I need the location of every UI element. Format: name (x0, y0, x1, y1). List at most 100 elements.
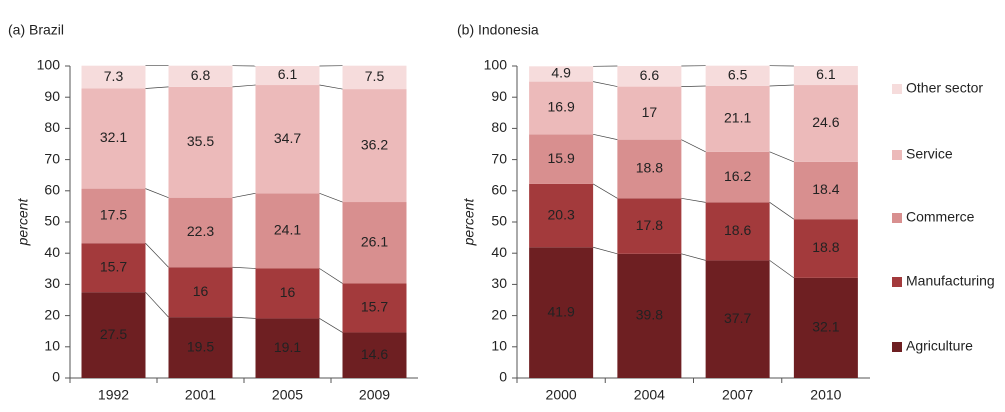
y-tick-label: 60 (491, 182, 507, 198)
legend-label: Commerce (906, 209, 975, 225)
data-label: 6.1 (278, 66, 298, 82)
data-label: 6.5 (728, 67, 748, 83)
data-label: 20.3 (548, 206, 575, 222)
data-label: 18.6 (724, 222, 751, 238)
y-tick-label: 90 (491, 88, 507, 104)
data-label: 7.3 (104, 68, 124, 84)
y-tick-label: 40 (44, 244, 60, 260)
data-label: 24.6 (812, 114, 839, 130)
legend-swatch (892, 150, 902, 160)
y-tick-label: 20 (491, 306, 507, 322)
y-tick-label: 60 (44, 182, 60, 198)
data-label: 15.7 (100, 258, 127, 274)
data-label: 6.8 (191, 67, 211, 83)
data-label: 14.6 (361, 346, 388, 362)
y-tick-label: 50 (44, 213, 60, 229)
data-label: 15.9 (548, 150, 575, 166)
chart-title: (a) Brazil (8, 22, 64, 38)
legend-label: Agriculture (906, 338, 973, 354)
x-tick-label: 2001 (185, 387, 216, 403)
data-label: 41.9 (548, 303, 575, 319)
x-tick-label: 2010 (810, 387, 841, 403)
x-tick-label: 2009 (359, 387, 390, 403)
legend-label: Manufacturing (906, 273, 995, 289)
connector (681, 140, 705, 152)
connector (770, 202, 794, 219)
y-axis-label: percent (15, 198, 31, 247)
y-tick-label: 80 (491, 119, 507, 135)
y-tick-label: 30 (44, 275, 60, 291)
data-label: 21.1 (724, 110, 751, 126)
data-label: 17 (642, 104, 658, 120)
connector (233, 267, 256, 268)
data-label: 32.1 (100, 129, 127, 145)
y-tick-label: 100 (37, 57, 61, 73)
connector (233, 85, 256, 87)
y-tick-label: 100 (484, 57, 508, 73)
y-tick-label: 40 (491, 244, 507, 260)
y-tick-label: 10 (44, 338, 60, 354)
connector (770, 85, 794, 86)
data-label: 18.8 (812, 239, 839, 255)
chart-title: (b) Indonesia (457, 22, 539, 38)
data-label: 22.3 (187, 223, 214, 239)
legend-swatch (892, 84, 902, 94)
data-label: 15.7 (361, 299, 388, 315)
connector (681, 254, 705, 261)
connector (320, 318, 343, 332)
data-label: 34.7 (274, 130, 301, 146)
x-tick-label: 2005 (272, 387, 303, 403)
data-label: 16.9 (548, 99, 575, 115)
data-label: 24.1 (274, 222, 301, 238)
x-tick-label: 1992 (98, 387, 129, 403)
legend-label: Service (906, 146, 953, 162)
data-label: 16 (193, 283, 209, 299)
x-tick-label: 2000 (546, 387, 577, 403)
connector (593, 82, 617, 87)
connector (593, 247, 617, 254)
y-tick-label: 90 (44, 88, 60, 104)
connector (593, 134, 617, 139)
data-label: 18.4 (812, 181, 839, 197)
y-axis-label: percent (461, 198, 477, 247)
data-label: 27.5 (100, 326, 127, 342)
connector (233, 193, 256, 197)
legend-label: Other sector (906, 80, 983, 96)
legend-swatch (892, 342, 902, 352)
y-tick-label: 30 (491, 275, 507, 291)
legend-swatch (892, 277, 902, 287)
y-tick-label: 0 (499, 369, 507, 385)
connector (146, 87, 169, 89)
data-label: 6.6 (640, 67, 660, 83)
y-tick-label: 70 (491, 150, 507, 166)
data-label: 7.5 (365, 68, 385, 84)
data-label: 35.5 (187, 133, 214, 149)
y-tick-label: 70 (44, 150, 60, 166)
data-label: 19.5 (187, 338, 214, 354)
connector (593, 184, 617, 198)
y-tick-label: 50 (491, 213, 507, 229)
data-label: 6.1 (816, 66, 836, 82)
data-label: 4.9 (551, 65, 571, 81)
connector (681, 86, 705, 87)
y-tick-label: 10 (491, 338, 507, 354)
data-label: 17.8 (636, 217, 663, 233)
connector (320, 85, 343, 89)
legend-swatch (892, 213, 902, 223)
y-tick-label: 20 (44, 306, 60, 322)
connector (770, 260, 794, 277)
data-label: 39.8 (636, 307, 663, 323)
connector (146, 189, 169, 198)
data-label: 37.7 (724, 310, 751, 326)
data-label: 16 (280, 284, 296, 300)
connector (770, 152, 794, 162)
data-label: 32.1 (812, 319, 839, 335)
connector (233, 317, 256, 318)
y-tick-label: 80 (44, 119, 60, 135)
data-label: 26.1 (361, 233, 388, 249)
data-label: 17.5 (100, 207, 127, 223)
data-label: 19.1 (274, 339, 301, 355)
data-label: 36.2 (361, 136, 388, 152)
connector (146, 292, 169, 317)
